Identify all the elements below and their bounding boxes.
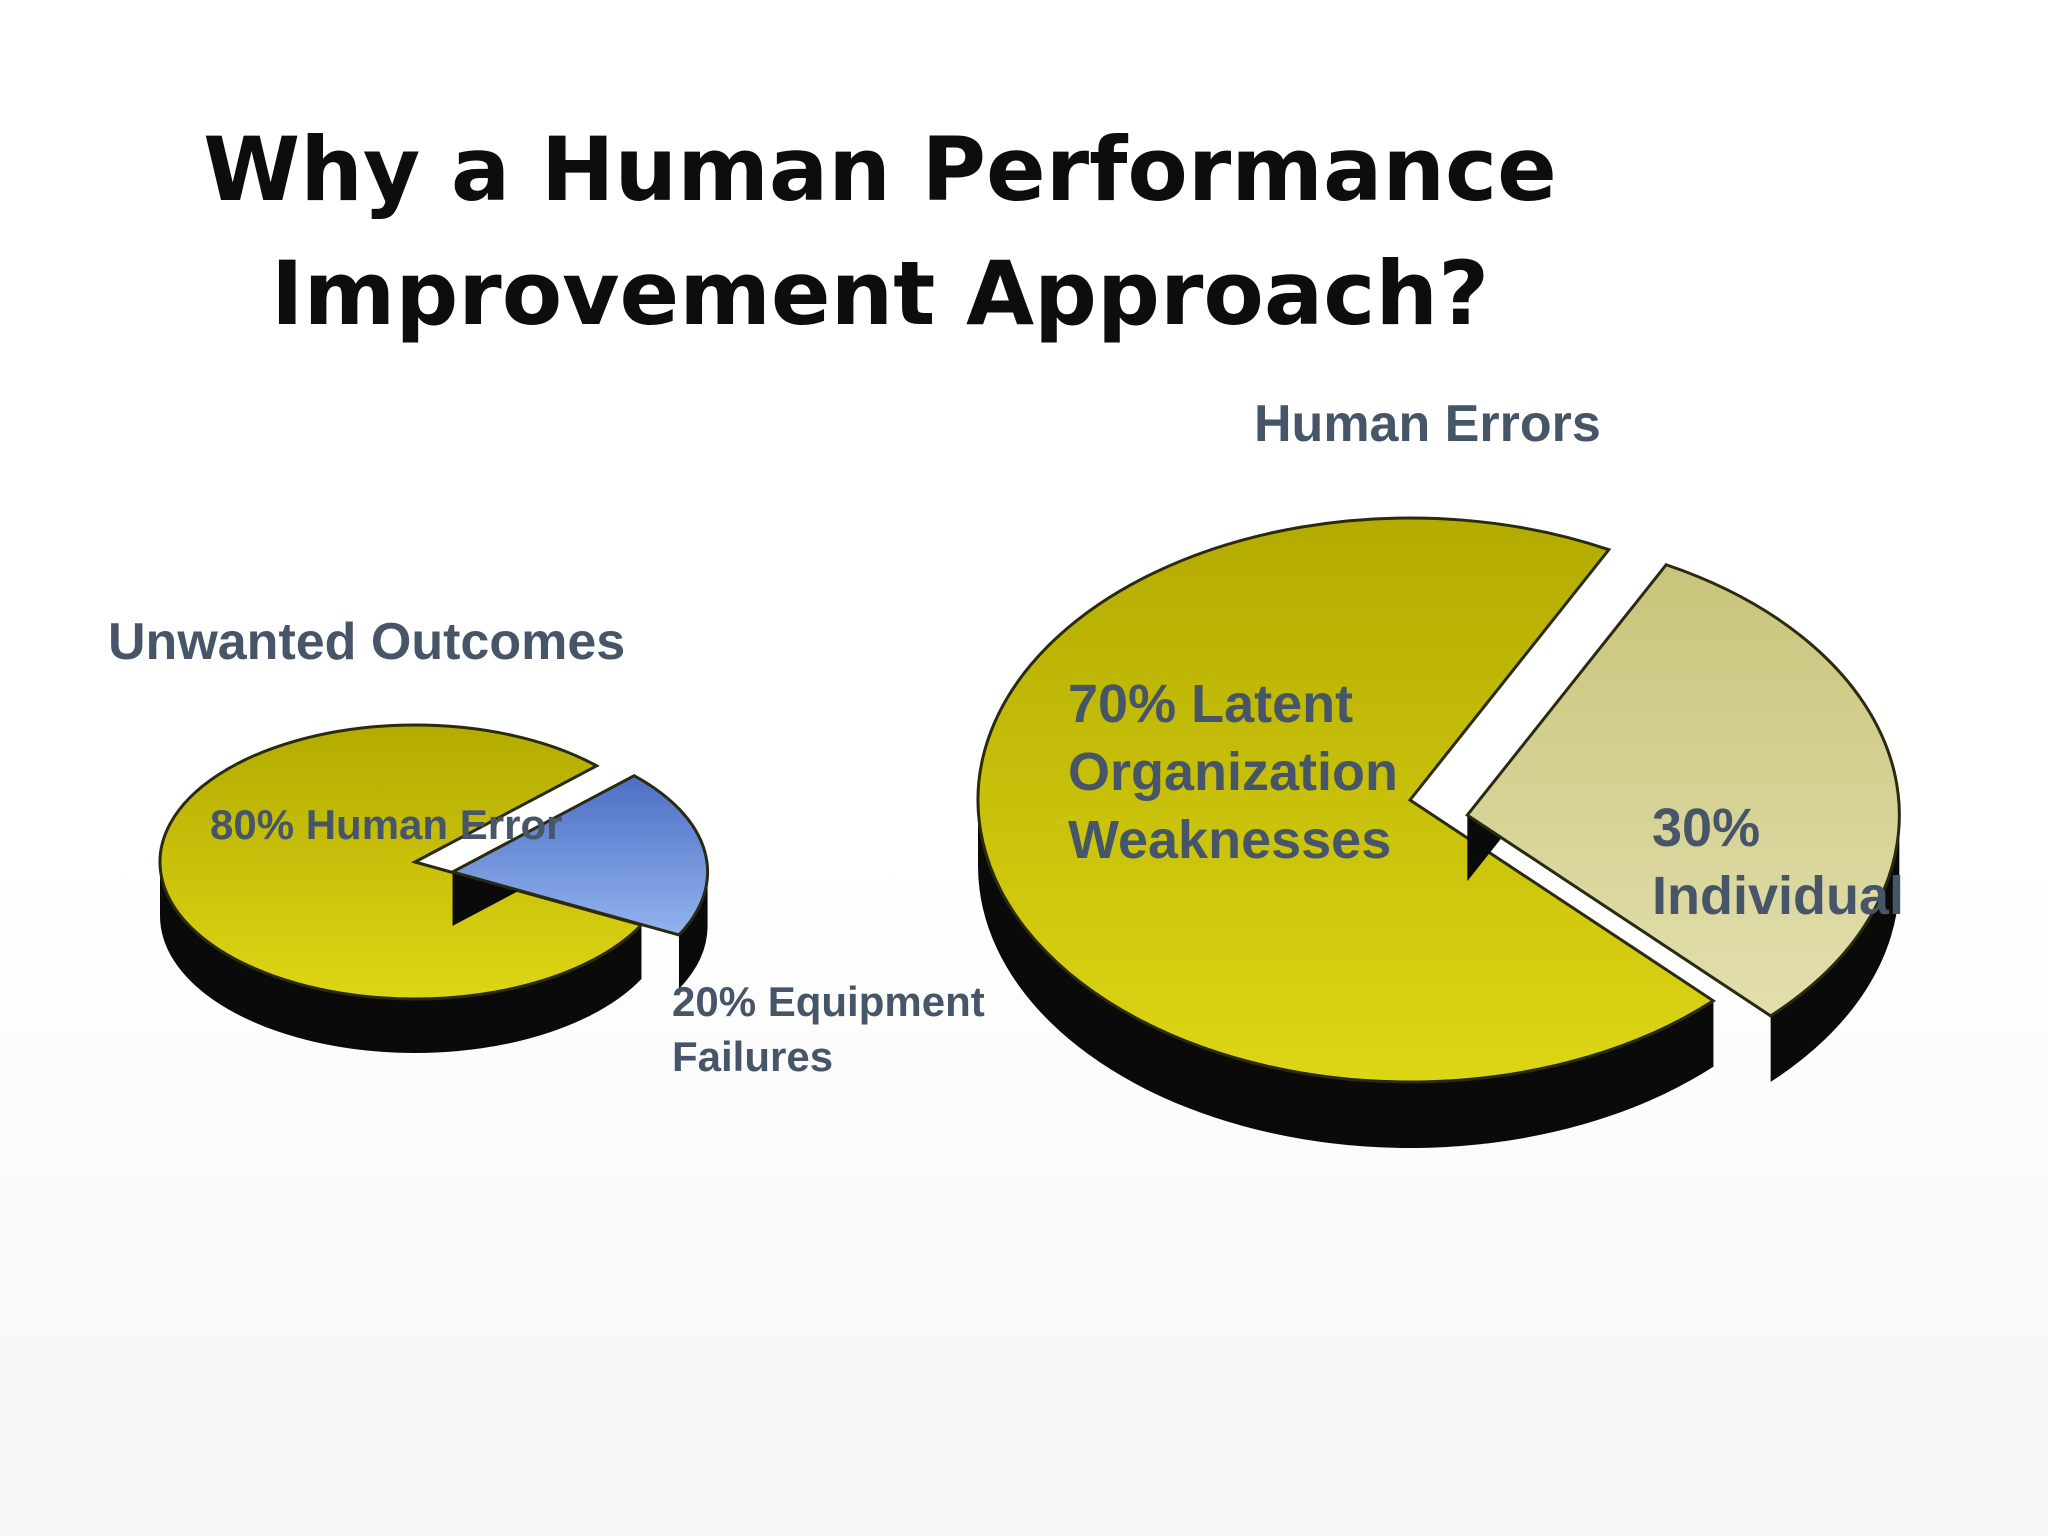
human-errors-chart-title: Human Errors [1254, 395, 1601, 453]
unwanted-outcomes-chart-title: Unwanted Outcomes [108, 613, 626, 671]
pie1-slice-equipment-failures [448, 774, 709, 937]
pie2-slice-individual [1465, 562, 1901, 1018]
pie1-slice-label-equipment-failures: 20% Equipment Failures [672, 974, 985, 1084]
slide-title: Why a Human Performance Improvement Appr… [0, 108, 1760, 356]
pie2-slice-label-latent-line-3: Weaknesses [1068, 810, 1392, 870]
pie1-slice-label-equipment-line-1: 20% Equipment [672, 978, 985, 1025]
pie1-slice-small-depth [678, 871, 708, 989]
pie2-slice-latent-organization-weaknesses [976, 516, 1717, 1084]
pie1-slice-label-human-error-line-1: 80% Human Error [210, 801, 563, 848]
pie1-slice-human-depth [159, 862, 642, 1053]
pie2-slice-label-individual-line-2: Individual [1652, 866, 1905, 926]
pie2-slice-label-individual: 30% Individual [1652, 794, 1904, 930]
pie2-slice-label-individual-line-1: 30% [1652, 798, 1761, 858]
pie1-slice-label-human-error: 80% Human Error [210, 800, 562, 850]
pie1-slice-label-equipment-line-2: Failures [672, 1033, 834, 1080]
slide-title-line-2: Improvement Approach? [270, 242, 1490, 345]
pie2-slice-label-latent-line-2: Organization [1068, 742, 1399, 802]
pie2-slice-human-depth [978, 800, 1714, 1149]
pie2-slice-small-depth [1770, 815, 1900, 1082]
pie1-slice-human-error [158, 723, 645, 1001]
pie2-slice-label-latent-weaknesses: 70% Latent Organization Weaknesses [1068, 670, 1398, 874]
slide-title-line-1: Why a Human Performance [203, 118, 1557, 221]
pie2-slice-label-latent-line-1: 70% Latent [1068, 674, 1354, 734]
